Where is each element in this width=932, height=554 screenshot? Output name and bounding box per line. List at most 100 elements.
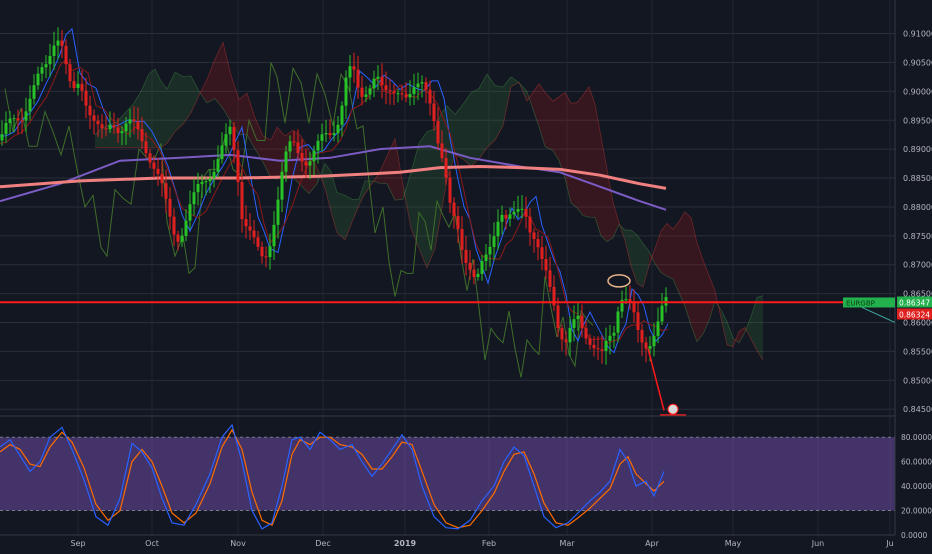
ichimoku-cloud-segment: [545, 92, 553, 151]
candle-body: [92, 115, 96, 121]
ichimoku-cloud-segment: [487, 74, 495, 148]
candle-body: [384, 85, 388, 91]
ichimoku-cloud-segment: [625, 230, 631, 266]
candle-body: [500, 214, 504, 222]
candle-body: [320, 134, 324, 141]
candle-body: [368, 88, 372, 95]
ichimoku-cloud-segment: [533, 83, 539, 127]
candle-body: [604, 340, 608, 351]
ichimoku-cloud-segment: [613, 202, 619, 238]
target-marker-icon: [667, 403, 679, 415]
ichimoku-cloud-segment: [679, 211, 685, 307]
candle-body: [140, 129, 144, 142]
candle-body: [636, 312, 640, 331]
time-tick-label: Jun: [811, 539, 825, 548]
candle-body: [456, 215, 460, 230]
stochastic-d-line: [0, 428, 665, 529]
candle-body: [616, 311, 620, 333]
ichimoku-cloud-segment: [223, 42, 231, 122]
ichimoku-cloud-segment: [345, 195, 353, 240]
candle-body: [520, 208, 524, 210]
candle-body: [48, 56, 52, 65]
candle-body: [460, 229, 464, 250]
stochastic-tick-label: 0.0000: [901, 531, 927, 540]
ichimoku-cloud-segment: [271, 127, 277, 180]
candle-body: [268, 246, 272, 258]
candle-body: [476, 273, 480, 277]
candle-body: [276, 199, 280, 225]
stochastic-tick-label: 20.0000: [901, 507, 932, 516]
candle-body: [620, 299, 624, 312]
candle-body: [136, 121, 140, 130]
ichimoku-cloud-segment: [387, 138, 395, 201]
candle-body: [184, 220, 188, 236]
ichimoku-cloud-segment: [359, 180, 365, 206]
candle-body: [584, 328, 588, 339]
candle-body: [324, 133, 328, 135]
candle-body: [624, 299, 628, 301]
candle-body: [560, 328, 564, 340]
candle-body: [108, 125, 112, 130]
candle-body: [524, 208, 528, 217]
candle-body: [176, 234, 180, 242]
candle-body: [380, 76, 384, 86]
moving-average-long-line: [0, 164, 667, 190]
candle-body: [304, 161, 308, 166]
candle-body: [208, 178, 212, 182]
candle-body: [540, 247, 544, 260]
stochastic-tick-label: 40.0000: [901, 482, 932, 491]
candle-body: [196, 183, 200, 193]
candle-body: [512, 211, 516, 215]
ichimoku-cloud-segment: [539, 83, 545, 147]
candle-body: [504, 214, 508, 219]
candle-body: [336, 124, 340, 134]
ichimoku-cloud-segment: [757, 295, 763, 361]
candle-body: [316, 140, 320, 151]
candle-body: [440, 143, 444, 159]
time-tick-label: Feb: [482, 539, 496, 548]
candle-body: [408, 94, 412, 98]
ichimoku-cloud-segment: [239, 93, 247, 135]
candle-body: [180, 235, 184, 242]
ichimoku-cloud-segment: [373, 173, 379, 184]
ichimoku-cloud-segment: [191, 75, 199, 113]
second-price-label: 0.86324: [899, 310, 930, 319]
ichimoku-cloud-segment: [141, 74, 149, 148]
time-tick-label: Ju: [885, 539, 893, 548]
candle-body: [20, 120, 24, 122]
candle-body: [484, 254, 488, 262]
cloud-span-a: [94, 68, 764, 344]
ichimoku-cloud-segment: [637, 234, 643, 288]
candle-body: [192, 192, 196, 205]
candle-body: [240, 181, 244, 220]
candle-body: [656, 321, 660, 336]
candle-body: [564, 339, 568, 343]
candle-body: [188, 204, 192, 221]
ichimoku-cloud-segment: [199, 79, 207, 103]
candle-body: [112, 125, 116, 128]
candle-body: [492, 236, 496, 247]
ichimoku-cloud-segment: [337, 192, 345, 240]
candle-body: [444, 158, 448, 178]
ichimoku-cloud-segment: [715, 290, 721, 318]
candle-body: [356, 69, 360, 88]
candle-body: [352, 66, 356, 70]
candle-body: [132, 119, 136, 122]
candle-body: [40, 67, 44, 74]
candle-body: [392, 91, 396, 94]
ichimoku-cloud-segment: [277, 127, 285, 180]
lagging-span-line: [4, 62, 594, 378]
candle-body: [608, 335, 612, 341]
ichimoku-cloud-segment: [161, 81, 167, 148]
ichimoku-cloud-segment: [697, 242, 703, 342]
candle-body: [144, 141, 148, 154]
candle-body: [452, 202, 456, 216]
candle-body: [256, 237, 260, 247]
ichimoku-cloud-segment: [167, 72, 175, 144]
ichimoku-cloud-segment: [207, 59, 215, 103]
